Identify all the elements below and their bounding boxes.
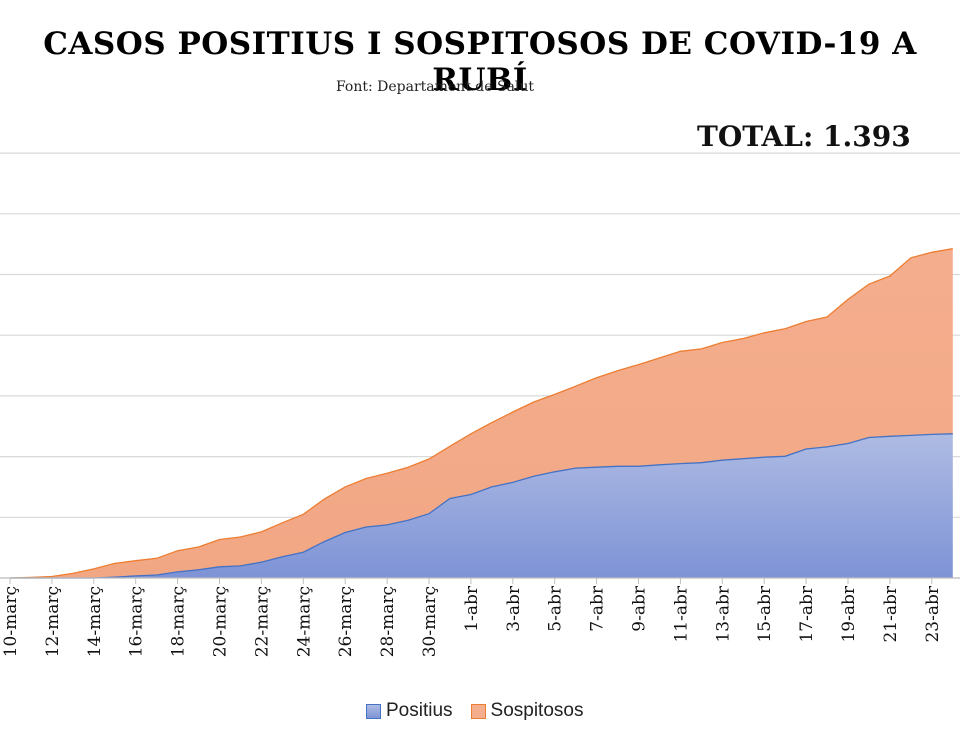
chart-title: CASOS POSITIUS I SOSPITOSOS DE COVID-19 … — [43, 26, 917, 98]
x-tick-label: 30-març — [420, 586, 440, 657]
x-tick-label: 12-març — [43, 586, 63, 657]
x-tick-label: 24-març — [294, 586, 314, 657]
x-tick-label: 28-març — [378, 586, 398, 657]
x-tick-label: 19-abr — [839, 585, 859, 642]
x-tick-label: 13-abr — [713, 585, 733, 642]
legend-label-sospitosos: Sospitosos — [490, 700, 584, 721]
x-tick-label: 7-abr — [588, 585, 608, 632]
x-tick-label: 14-març — [85, 586, 105, 657]
x-tick-label: 9-abr — [630, 585, 650, 632]
series-area-positius — [10, 433, 953, 578]
x-tick-label: 11-abr — [671, 585, 691, 642]
x-axis: 10-març 12-març 14-març 16-març 18-març 20-ma… — [0, 577, 960, 657]
x-tick-label: 18-març — [169, 586, 189, 657]
total-annotation: TOTAL: 1.393 — [697, 120, 911, 153]
legend: Positius Sospitosos — [366, 700, 601, 722]
series-area-sospitosos — [10, 248, 953, 578]
legend-item-positius: Positius — [366, 700, 453, 722]
x-tick-label: 17-abr — [797, 585, 817, 642]
series-line-positius — [10, 433, 953, 579]
x-tick-label: 23-abr — [923, 585, 943, 642]
x-tick-label: 5-abr — [546, 585, 566, 632]
x-tick-label: 16-març — [127, 586, 147, 657]
legend-label-positius: Positius — [386, 700, 453, 721]
x-tick-label: 20-març — [211, 586, 231, 657]
x-tick-label: 26-març — [336, 586, 356, 657]
series-line-sospitosos — [9, 248, 953, 579]
x-tick-label: 15-abr — [755, 585, 775, 642]
chart-subtitle: Font: Departament de Salut — [335, 79, 535, 95]
x-tick-label: 10-març — [1, 586, 21, 657]
legend-swatch-positius — [366, 703, 381, 719]
chart-areas — [9, 248, 953, 579]
x-tick-label: 22-març — [252, 586, 272, 657]
legend-swatch-sospitosos — [470, 703, 486, 719]
x-tick-label: 21-abr — [881, 585, 901, 642]
x-tick-label: 1-abr — [462, 585, 482, 632]
legend-item-sospitosos: Sospitosos — [470, 700, 584, 722]
x-tick-label: 3-abr — [504, 585, 524, 632]
